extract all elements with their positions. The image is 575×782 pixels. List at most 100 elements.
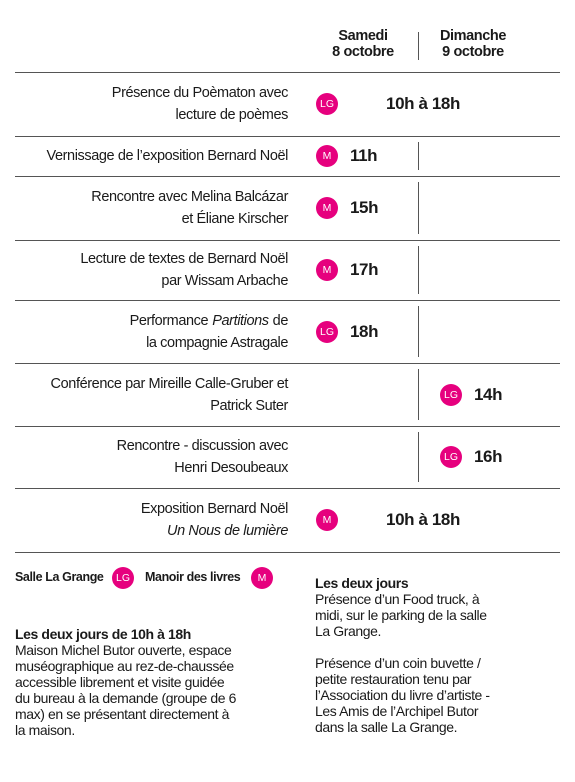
venue-badge: LG xyxy=(440,383,462,406)
venue-badge: LG xyxy=(316,320,338,343)
note-line: l’Association du livre d’artiste - xyxy=(315,687,490,703)
event-text: Présence du Poèmaton avec xyxy=(111,85,289,101)
event-text: Rencontre avec Melina Balcázar xyxy=(91,189,288,205)
column-divider xyxy=(418,182,419,234)
event-text: de xyxy=(272,312,289,329)
event-title: Présence du Poèmaton avec lecture de poèm… xyxy=(111,82,289,126)
column-divider xyxy=(418,32,419,60)
event-line: Présence du Poèmaton avec xyxy=(111,82,289,104)
column-divider xyxy=(418,432,419,482)
note-line: Présence d’un coin buvette / xyxy=(315,655,481,671)
event-text: par Wissam Arbache xyxy=(161,273,288,289)
row-divider xyxy=(15,240,560,241)
event-title: Rencontre avec Melina Balcázar et Éliane … xyxy=(91,186,288,230)
column-header: Samedi 8 octobre xyxy=(308,28,418,60)
column-header: Dimanche 9 octobre xyxy=(418,28,528,60)
event-text: Un Nous de lumière xyxy=(167,523,288,539)
event-time: 17h xyxy=(350,260,379,279)
event-time: 16h xyxy=(474,447,503,466)
event-text: la compagnie Astragale xyxy=(146,334,288,351)
column-divider xyxy=(418,246,419,294)
note: Les deux jours de 10h à 18h Maison Michel… xyxy=(15,626,236,738)
event-line: Performance Partitions de xyxy=(129,310,289,332)
event-title: Lecture de textes de Bernard Noël par Wis… xyxy=(80,248,288,292)
venue-badge: M xyxy=(316,509,338,531)
event-text: Performance xyxy=(129,312,209,329)
note: Les deux jours Présence d’un Food truck, … xyxy=(315,575,490,735)
event-title: Performance Partitions de la compagnie Astr… xyxy=(129,310,289,354)
event-time: 10h à 18h xyxy=(386,510,460,529)
event-text: Conférence par Mireille Calle-Gruber et xyxy=(50,375,289,392)
legend-label: Manoir des livres xyxy=(145,570,241,584)
event-line: Rencontre - discussion avec xyxy=(116,435,289,457)
event-text: Rencontre - discussion avec xyxy=(116,438,289,454)
venue-badge: M xyxy=(316,197,338,219)
column-header-line: Dimanche xyxy=(439,28,507,44)
event-title: Vernissage de l’exposition Bernard Noël xyxy=(46,145,288,167)
note-line: petite restauration tenu par xyxy=(315,671,472,687)
event-time: 18h xyxy=(350,321,379,341)
note-line: Maison Michel Butor ouverte, espace xyxy=(15,642,232,658)
column-divider xyxy=(418,306,419,357)
event-text: Exposition Bernard Noël xyxy=(140,501,289,517)
row-divider xyxy=(15,363,560,364)
row-divider xyxy=(15,426,560,427)
column-header-line: 9 octobre xyxy=(442,44,504,60)
event-text: Patrick Suter xyxy=(210,397,288,414)
note-line: max) en se présentant directement à xyxy=(15,706,230,722)
venue-badge: M xyxy=(316,259,338,281)
event-time: 10h à 18h xyxy=(386,94,460,113)
event-line: par Wissam Arbache xyxy=(80,270,288,292)
event-line: Exposition Bernard Noël xyxy=(140,498,289,520)
note-line xyxy=(315,639,490,655)
event-line: Patrick Suter xyxy=(51,395,288,417)
row-divider xyxy=(15,488,560,489)
column-header-line: 8 octobre xyxy=(332,44,394,60)
row-divider xyxy=(15,300,560,301)
legend-badge: LG xyxy=(112,567,134,589)
note-title: Les deux jours xyxy=(315,575,409,591)
event-time: 11h xyxy=(350,146,378,165)
note-line: Présence d’un Food truck, à xyxy=(315,591,480,607)
event-text: Henri Desoubeaux xyxy=(174,460,288,476)
note-line: midi, sur le parking de la salle xyxy=(315,607,487,623)
venue-badge: LG xyxy=(316,93,338,115)
event-time: 14h xyxy=(474,384,503,404)
event-line: et Éliane Kirscher xyxy=(91,208,289,230)
event-line: Henri Desoubeaux xyxy=(117,457,288,479)
column-header-line: Samedi xyxy=(338,28,388,44)
event-title: Rencontre - discussion avec Henri Desoube… xyxy=(116,435,289,479)
venue-badge: LG xyxy=(440,446,462,468)
row-divider xyxy=(15,552,560,553)
event-text: Partitions xyxy=(212,312,269,329)
row-divider xyxy=(15,136,560,137)
event-text: Vernissage de l’exposition Bernard Noël xyxy=(46,148,288,164)
note-title: Les deux jours de 10h à 18h xyxy=(15,626,191,642)
event-line: Un Nous de lumière xyxy=(141,520,288,542)
event-text: lecture de poèmes xyxy=(175,107,289,123)
note-line: muséographique au rez-de-chaussée xyxy=(15,658,234,674)
event-line: Lecture de textes de Bernard Noël xyxy=(80,248,288,270)
event-text: et Éliane Kirscher xyxy=(181,211,289,227)
legend-label: Salle La Grange xyxy=(15,570,104,584)
note-line: La Grange. xyxy=(315,623,382,639)
note-line: dans la salle La Grange. xyxy=(315,719,458,735)
row-divider xyxy=(15,72,560,73)
column-divider xyxy=(418,369,419,420)
event-line: Rencontre avec Melina Balcázar xyxy=(91,186,288,208)
event-line: la compagnie Astragale xyxy=(130,332,288,354)
note-line: accessible librement et visite guidée xyxy=(15,674,225,690)
row-divider xyxy=(15,176,560,177)
event-line: lecture de poèmes xyxy=(112,104,289,126)
note-line: du bureau à la demande (groupe de 6 xyxy=(15,690,237,706)
event-text: Lecture de textes de Bernard Noël xyxy=(80,251,288,267)
event-line: Conférence par Mireille Calle-Gruber et xyxy=(50,373,289,395)
event-time: 15h xyxy=(350,198,379,217)
event-line: Vernissage de l’exposition Bernard Noël xyxy=(46,145,288,167)
event-title: Exposition Bernard Noël Un Nous de lumièr… xyxy=(140,498,289,542)
note-line: la maison. xyxy=(15,722,75,738)
legend-badge: M xyxy=(251,567,273,589)
venue-badge: M xyxy=(316,145,338,167)
note-line: Les Amis de l’Archipel Butor xyxy=(315,703,479,719)
